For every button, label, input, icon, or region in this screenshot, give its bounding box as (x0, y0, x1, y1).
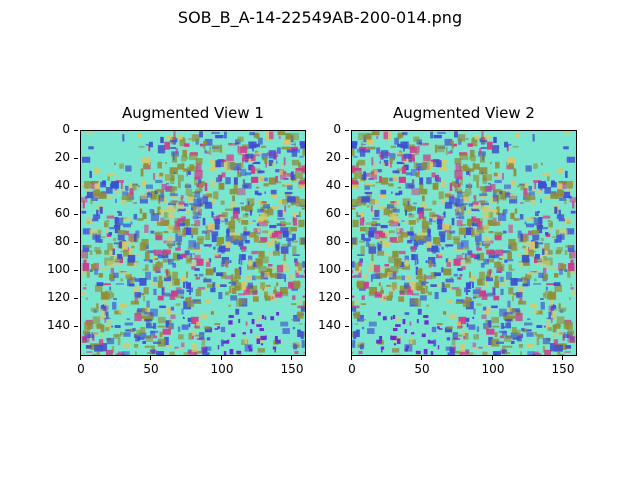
xtick-label: 0 (337, 356, 367, 376)
ytick-label: 0 (30, 122, 78, 136)
panel-2-title: Augmented View 2 (393, 104, 535, 122)
augmented-image-2 (351, 130, 577, 356)
panel-1-title: Augmented View 1 (122, 104, 264, 122)
ytick-label: 140 (30, 318, 78, 332)
xtick-label: 50 (136, 356, 166, 376)
xtick-label: 0 (66, 356, 96, 376)
xtick-label: 150 (548, 356, 578, 376)
ytick-label: 100 (301, 262, 349, 276)
figure-title: SOB_B_A-14-22549AB-200-014.png (177, 8, 463, 27)
xtick-label: 100 (207, 356, 237, 376)
ytick-label: 40 (30, 178, 78, 192)
xtick-label: 100 (478, 356, 508, 376)
xtick-label: 50 (407, 356, 437, 376)
xtick-label: 150 (277, 356, 307, 376)
ytick-label: 20 (30, 150, 78, 164)
ytick-label: 100 (30, 262, 78, 276)
ytick-label: 120 (30, 290, 78, 304)
ytick-label: 60 (301, 206, 349, 220)
ytick-label: 120 (301, 290, 349, 304)
augmented-image-1 (80, 130, 306, 356)
ytick-label: 80 (30, 234, 78, 248)
ytick-label: 40 (301, 178, 349, 192)
texture-svg (352, 131, 576, 355)
texture-svg (81, 131, 305, 355)
ytick-label: 0 (301, 122, 349, 136)
ytick-label: 140 (301, 318, 349, 332)
ytick-label: 80 (301, 234, 349, 248)
ytick-label: 20 (301, 150, 349, 164)
ytick-label: 60 (30, 206, 78, 220)
